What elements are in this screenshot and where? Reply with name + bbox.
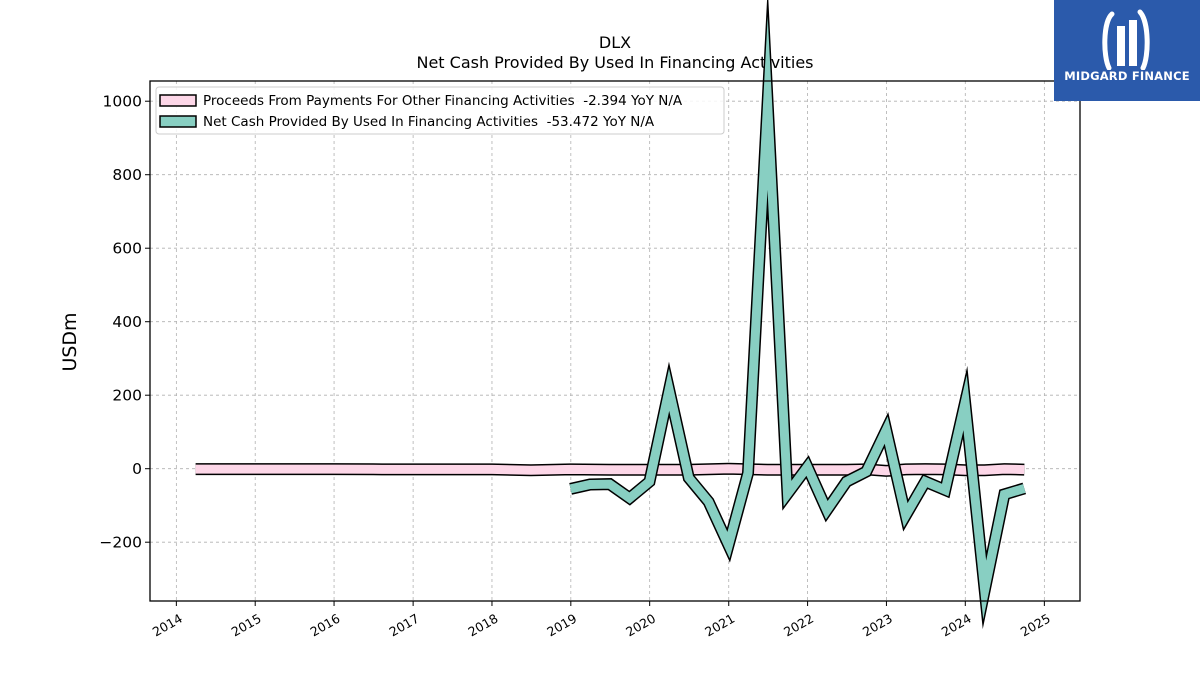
midgard-logo-icon: [1102, 9, 1150, 71]
x-tick-label: 2014: [150, 611, 185, 640]
y-tick-label: 1000: [103, 93, 142, 111]
brand-name: MIDGARD FINANCE: [1064, 69, 1190, 83]
legend-swatch-proceeds: [159, 94, 197, 107]
x-tick-label: 2023: [860, 611, 895, 640]
x-tick-label: 2025: [1018, 611, 1053, 640]
series-1-outline: [569, 0, 1027, 630]
x-tick-label: 2017: [387, 611, 422, 640]
chart-subtitle: Net Cash Provided By Used In Financing A…: [416, 53, 813, 72]
legend: Proceeds From Payments For Other Financi…: [155, 86, 725, 135]
x-tick-label: 2024: [939, 611, 974, 640]
plot-frame: [149, 80, 1081, 602]
series-group: [195, 0, 1027, 630]
y-axis-label: USDm: [59, 312, 81, 371]
x-tick-label: 2016: [308, 611, 343, 640]
legend-swatch-net-cash: [159, 115, 197, 128]
y-tick-label: 800: [112, 166, 142, 184]
grid: [150, 81, 1080, 601]
y-tick-label: 0: [132, 460, 142, 478]
y-tick-label: 400: [112, 313, 142, 331]
legend-box: [155, 86, 725, 135]
x-tick-label: 2018: [465, 611, 500, 640]
y-tick-label: 200: [112, 387, 142, 405]
y-tick-label: 600: [112, 240, 142, 258]
x-tick-label: 2019: [544, 611, 579, 640]
y-tick-label: −200: [99, 534, 142, 552]
x-tick-label: 2015: [229, 611, 264, 640]
legend-label-proceeds: Proceeds From Payments For Other Financi…: [203, 93, 683, 109]
series-1-line: [569, 16, 1026, 620]
x-tick-label: 2022: [781, 611, 816, 640]
x-tick-label: 2020: [623, 611, 658, 640]
midgard-finance-logo: MIDGARD FINANCE: [1054, 0, 1200, 101]
x-tick-label: 2021: [702, 611, 737, 640]
legend-label-net-cash: Net Cash Provided By Used In Financing A…: [203, 114, 655, 130]
chart-title: DLX: [599, 33, 631, 52]
